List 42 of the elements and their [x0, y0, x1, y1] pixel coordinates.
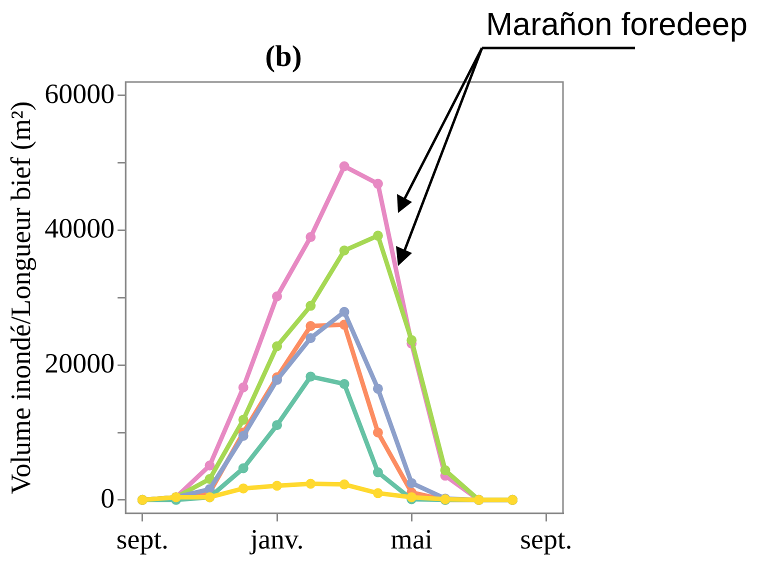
point: [306, 372, 316, 382]
point: [339, 161, 350, 172]
y-tick-label: 40000: [44, 214, 115, 245]
y-tick-label: 60000: [44, 78, 115, 110]
point: [272, 291, 282, 302]
x-tick-label: mai: [390, 524, 433, 556]
point: [339, 246, 350, 256]
point: [306, 478, 316, 489]
point: [306, 321, 316, 332]
point: [306, 300, 316, 311]
point: [272, 420, 282, 430]
point: [272, 374, 282, 385]
point: [372, 384, 383, 394]
point: [440, 465, 450, 476]
point: [306, 232, 316, 242]
point: [238, 483, 248, 494]
point: [406, 478, 417, 488]
point: [372, 428, 383, 438]
point: [272, 341, 282, 352]
point: [238, 430, 248, 441]
point: [272, 480, 282, 491]
point: [238, 382, 248, 392]
text: Marañon foredeep: [486, 6, 748, 43]
point: [372, 488, 383, 498]
point: [406, 335, 417, 346]
point: [306, 333, 316, 344]
point: [372, 230, 383, 241]
y-axis-title: Volume inondé/Longueur bief (m²): [6, 101, 38, 494]
point: [339, 378, 350, 389]
y-tick-label: 20000: [44, 348, 115, 380]
point: [372, 467, 383, 478]
point: [238, 463, 248, 474]
point: [372, 178, 383, 189]
x-tick-label: sept.: [116, 524, 168, 556]
point: [204, 460, 215, 471]
chart-title: (b): [265, 40, 302, 73]
y-tick-label: 0: [100, 483, 115, 514]
point: [238, 414, 248, 425]
point: [339, 479, 350, 490]
point: [339, 306, 350, 317]
x-tick-label: sept.: [520, 524, 572, 556]
x-tick-label: janv.: [249, 524, 304, 556]
